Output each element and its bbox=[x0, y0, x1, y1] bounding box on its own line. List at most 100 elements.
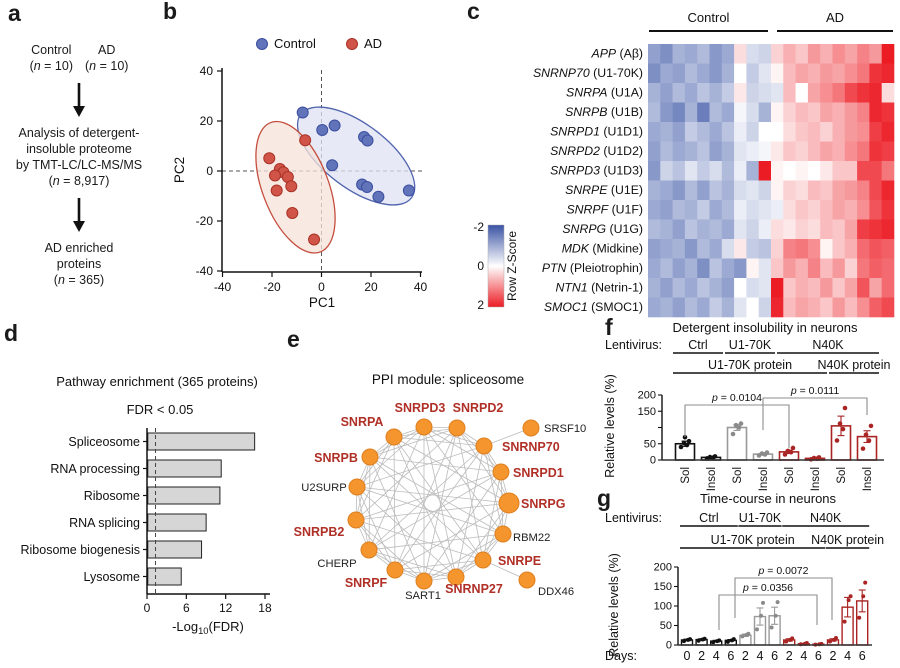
heatmap-cell bbox=[746, 180, 759, 201]
ppi-node-label-snrpb: SNRPB bbox=[314, 451, 358, 465]
heatmap-cell bbox=[697, 278, 710, 298]
heatmap-cell bbox=[697, 297, 710, 318]
ppi-node-label-snrpd3: SNRPD3 bbox=[395, 401, 446, 415]
heatmap-cell bbox=[758, 200, 772, 220]
heatmap-cell bbox=[795, 63, 809, 84]
pca-point-control bbox=[326, 159, 339, 172]
ppi-edge bbox=[393, 436, 485, 447]
gene-alias: (Midkine) bbox=[589, 242, 643, 256]
day-label: 4 bbox=[800, 649, 807, 663]
heatmap-cell bbox=[758, 258, 772, 279]
heatmap-cell bbox=[734, 219, 747, 240]
heatmap-cell bbox=[746, 297, 759, 318]
heatmap-cell bbox=[672, 102, 686, 123]
heatmap-cell bbox=[783, 219, 796, 240]
heatmap-cell bbox=[697, 258, 710, 279]
heatmap-cell bbox=[660, 141, 673, 162]
italic-n: n bbox=[52, 174, 60, 189]
heatmap-cell bbox=[709, 122, 723, 142]
heatmap-cell bbox=[783, 200, 796, 220]
ppi-edge bbox=[482, 471, 502, 561]
ppi-node-snrpe bbox=[474, 551, 492, 569]
ppi-node-u2surp bbox=[348, 478, 366, 496]
heatmap-cell bbox=[857, 297, 870, 318]
heatmap-cell bbox=[771, 141, 784, 162]
heatmap-cell bbox=[771, 161, 784, 181]
heatmap-cell bbox=[844, 219, 858, 240]
heatmap-cell bbox=[807, 63, 821, 84]
heatmap-cell bbox=[771, 102, 784, 123]
data-dot bbox=[868, 423, 874, 429]
bar-x-label: Sol bbox=[836, 467, 848, 484]
cohort-control-name: Control bbox=[31, 43, 72, 57]
y-tick-label: 200 bbox=[654, 562, 672, 574]
gene-name: APP bbox=[591, 47, 617, 61]
heatmap-cell bbox=[881, 200, 895, 220]
heatmap-cell bbox=[648, 102, 661, 123]
heatmap-cell bbox=[820, 63, 833, 84]
heatmap-cell bbox=[807, 44, 821, 64]
heatmap-cell bbox=[807, 258, 821, 279]
data-dot bbox=[846, 598, 851, 603]
heatmap-cell bbox=[648, 219, 661, 240]
lentivirus-group-label: U1-70K bbox=[729, 338, 772, 352]
pca-point-control bbox=[372, 190, 385, 203]
heatmap-cell bbox=[660, 122, 673, 142]
legend-ad-dot bbox=[346, 38, 358, 50]
heatmap-cell bbox=[857, 122, 870, 142]
panel-c-label: c bbox=[467, 0, 480, 24]
heatmap-cell bbox=[881, 297, 895, 318]
chart-title: Time-course in neurons bbox=[700, 491, 837, 506]
gene-name: SNRPD3 bbox=[550, 164, 600, 178]
day-label: 2 bbox=[698, 649, 705, 663]
data-dot bbox=[775, 600, 780, 605]
heatmap-cell bbox=[869, 219, 882, 240]
ppi-node-label-srsf10: SRSF10 bbox=[544, 423, 586, 435]
heatmap-cell bbox=[734, 258, 747, 279]
cohort-control-n: (n = 10) bbox=[29, 59, 73, 74]
bar-x-label: Insol bbox=[810, 467, 822, 491]
data-dot bbox=[712, 454, 718, 459]
heatmap-cell bbox=[881, 83, 895, 103]
heatmap-cell bbox=[869, 200, 882, 220]
data-dot bbox=[746, 631, 751, 636]
ppi-edge bbox=[393, 436, 396, 571]
ppi-edge bbox=[423, 427, 458, 582]
heatmap-cell bbox=[684, 63, 698, 84]
pca-point-control bbox=[296, 106, 309, 119]
heatmap-cell bbox=[832, 200, 846, 220]
heatmap-cell bbox=[648, 44, 661, 64]
colorbar-tick-label: 2 bbox=[477, 298, 484, 312]
colorbar-tick-label: -2 bbox=[473, 220, 484, 234]
heatmap-cell bbox=[721, 161, 735, 181]
ppi-node-snrpg bbox=[498, 492, 520, 514]
heatmap-cell bbox=[721, 102, 735, 123]
gene-alias: (U1D2) bbox=[600, 144, 643, 158]
heatmap-cell bbox=[684, 200, 698, 220]
heatmap-cell bbox=[820, 180, 833, 201]
heatmap-cell bbox=[709, 219, 723, 240]
data-dot bbox=[682, 434, 688, 440]
heatmap-cell bbox=[721, 141, 735, 162]
data-dot bbox=[761, 600, 765, 605]
p-italic: p bbox=[742, 582, 749, 594]
bar-x-label: Insol bbox=[758, 467, 770, 491]
heatmap-cell bbox=[721, 180, 735, 201]
heatmap-cell bbox=[795, 258, 809, 279]
heatmap-cell bbox=[758, 297, 772, 318]
heatmap-cell bbox=[807, 102, 821, 123]
heatmap-cell bbox=[795, 102, 809, 123]
y-tick-label: -40 bbox=[196, 264, 214, 278]
heatmap-cell bbox=[771, 278, 784, 298]
p-italic: p bbox=[711, 392, 718, 404]
legend-control-dot bbox=[256, 38, 268, 50]
result-step-n: (n = 365) bbox=[53, 273, 105, 287]
heatmap-cell bbox=[709, 297, 723, 318]
chart-title: Pathway enrichment (365 proteins) bbox=[56, 374, 258, 389]
heatmap-cell bbox=[832, 219, 846, 240]
flowchart-panel: Control (n = 10) AD (n = 10) Analysis of… bbox=[10, 42, 148, 288]
heatmap-cell bbox=[844, 102, 858, 123]
heatmap-cell bbox=[857, 200, 870, 220]
gene-alias: (U1A) bbox=[607, 86, 643, 100]
